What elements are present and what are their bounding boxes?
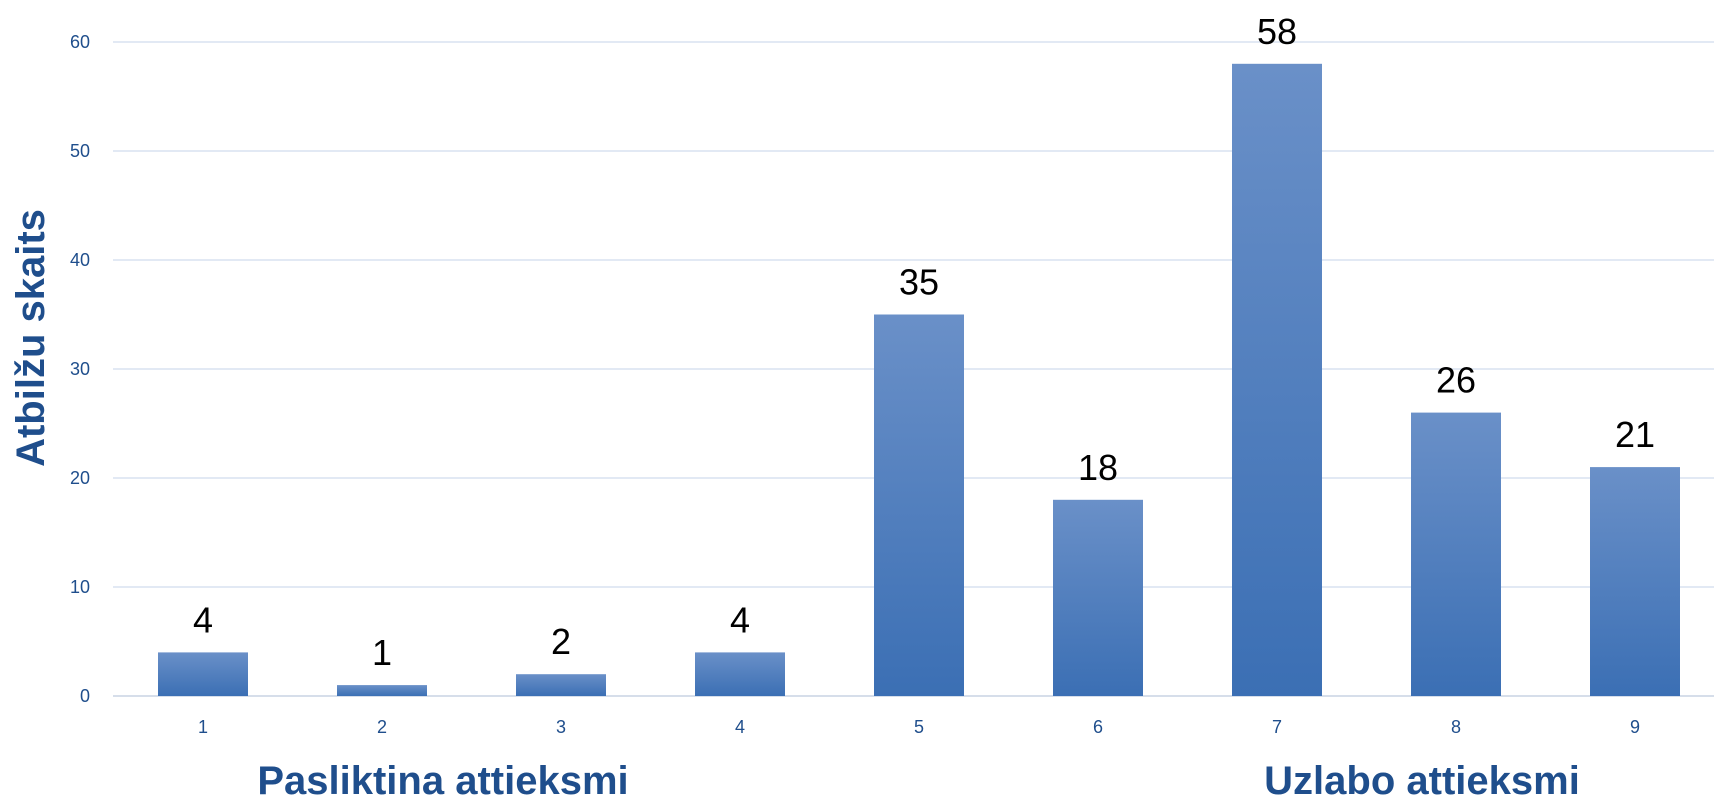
y-tick-label: 50 xyxy=(70,141,90,161)
y-tick-label: 60 xyxy=(70,32,90,52)
x-axis-ticks: 1 2 3 4 5 6 7 8 9 xyxy=(198,717,1640,737)
data-labels: 4 1 2 4 35 18 58 26 21 xyxy=(193,11,1655,673)
y-axis-ticks: 0 10 20 30 40 50 60 xyxy=(70,32,90,706)
y-tick-label: 40 xyxy=(70,250,90,270)
data-label-1: 4 xyxy=(193,599,213,640)
data-label-5: 35 xyxy=(899,262,939,303)
bar-1 xyxy=(158,652,248,696)
bar-6 xyxy=(1053,499,1143,696)
data-label-7: 58 xyxy=(1257,11,1297,52)
y-axis-title: Atbilžu skaits xyxy=(9,209,53,467)
x-tick-label: 3 xyxy=(556,717,566,737)
data-label-8: 26 xyxy=(1436,360,1476,401)
x-tick-label: 7 xyxy=(1272,717,1282,737)
bar-5 xyxy=(874,314,964,696)
x-tick-label: 6 xyxy=(1093,717,1103,737)
bar-7 xyxy=(1232,63,1322,697)
data-label-2: 1 xyxy=(372,632,392,673)
data-label-6: 18 xyxy=(1078,447,1118,488)
annotation-left: Pasliktina attieksmi xyxy=(257,759,628,799)
data-label-9: 21 xyxy=(1615,414,1655,455)
x-tick-label: 8 xyxy=(1451,717,1461,737)
bar-4 xyxy=(695,652,785,696)
x-tick-label: 9 xyxy=(1630,717,1640,737)
y-tick-label: 20 xyxy=(70,468,90,488)
bar-8 xyxy=(1411,412,1501,696)
bar-9 xyxy=(1590,467,1680,696)
x-tick-label: 5 xyxy=(914,717,924,737)
y-tick-label: 10 xyxy=(70,577,90,597)
bar-3 xyxy=(516,674,606,696)
data-label-4: 4 xyxy=(730,599,750,640)
x-tick-label: 4 xyxy=(735,717,745,737)
x-tick-label: 2 xyxy=(377,717,387,737)
y-tick-label: 0 xyxy=(80,686,90,706)
bars xyxy=(158,63,1680,697)
data-label-3: 2 xyxy=(551,621,571,662)
x-tick-label: 1 xyxy=(198,717,208,737)
bar-2 xyxy=(337,685,427,696)
annotation-right: Uzlabo attieksmi xyxy=(1264,759,1580,799)
y-tick-label: 30 xyxy=(70,359,90,379)
